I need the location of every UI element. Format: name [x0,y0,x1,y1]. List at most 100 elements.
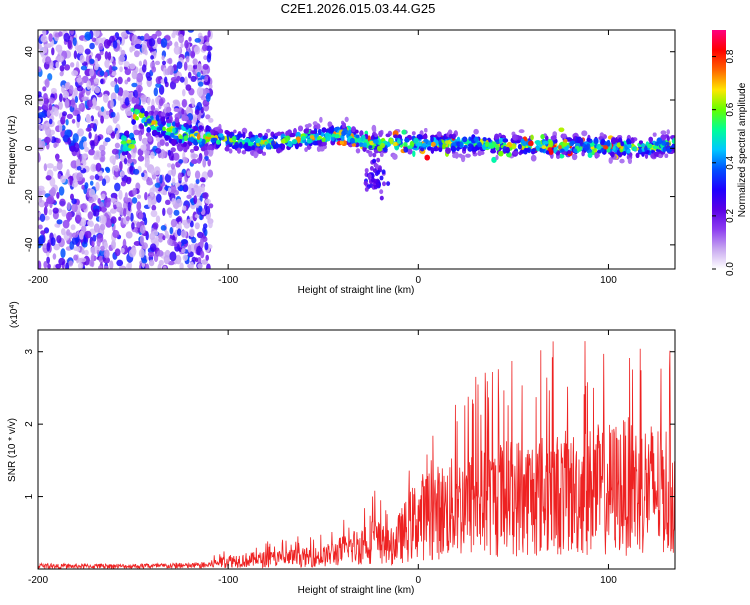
heatmap-cell [166,42,170,50]
heatmap-cell [374,133,378,138]
heatmap-cell [330,135,335,142]
heatmap-cell [59,65,65,72]
heatmap-cell [49,177,56,187]
heatmap-cell [378,130,383,138]
heatmap-cell [100,245,105,252]
heatmap-cell [128,144,135,149]
heatmap-cell [58,186,65,196]
heatmap-cell [125,176,132,185]
heatmap-cell [150,115,154,120]
heatmap-cell [89,175,95,181]
heatmap-cell [194,109,200,115]
spectrogram-y-tick-label: -40 [24,237,35,252]
heatmap-cell [114,142,120,149]
heatmap-cell [106,126,113,134]
heatmap-cell [201,185,205,193]
heatmap-cell [158,237,163,243]
heatmap-cell [183,141,187,147]
heatmap-cell [169,227,174,235]
heatmap-cell [197,63,202,73]
heatmap-cell [47,73,53,81]
heatmap-cell [147,198,152,208]
spectrogram-x-label: Height of straight line (km) [298,285,415,296]
spectrogram-y-tick-label: 0 [24,145,35,151]
heatmap-cell [191,236,197,244]
heatmap-cell [173,135,179,140]
spectrogram-x-tick-label: 100 [600,275,617,286]
heatmap-cell [81,249,85,255]
heatmap-cell [99,70,105,77]
heatmap-cell [70,193,74,201]
heatmap-cell [648,136,653,143]
heatmap-cell [185,124,189,130]
heatmap-cell [112,60,116,67]
heatmap-cell [150,210,158,218]
heatmap-cell [145,263,150,269]
heatmap-cell [298,125,303,132]
heatmap-cell [206,133,212,138]
heatmap-cell [101,215,107,225]
heatmap-cell [93,64,99,71]
heatmap-cell [153,87,158,97]
heatmap-cell [153,253,159,262]
heatmap-cell [423,133,428,139]
heatmap-cell [362,142,368,148]
heatmap-cell [303,128,309,134]
heatmap-cell [135,98,140,105]
heatmap-cell [407,148,413,155]
heatmap-cell [363,180,368,186]
heatmap-cell [379,175,384,181]
heatmap-cell [116,130,120,141]
heatmap-cell [120,140,127,145]
heatmap-cell [512,134,517,141]
heatmap-cell [170,163,176,170]
heatmap-cell [135,182,141,191]
heatmap-cell [110,92,117,102]
heatmap-cell [200,131,204,140]
heatmap-cell [473,136,479,142]
heatmap-cell [401,129,407,135]
heatmap-cell [141,172,145,178]
heatmap-cell [53,243,60,251]
heatmap-cell [172,152,180,161]
heatmap-cell [61,209,67,217]
heatmap-cell [107,51,112,61]
heatmap-cell [317,140,323,145]
heatmap-cell [626,139,631,144]
heatmap-cell [132,187,137,196]
heatmap-cell [620,141,625,147]
heatmap-cell [430,141,436,147]
heatmap-cell [123,61,130,68]
heatmap-cell [329,126,335,133]
heatmap-cell [356,137,362,144]
heatmap-cell [130,212,134,222]
heatmap-cell [201,259,208,265]
heatmap-cell [79,257,87,263]
heatmap-cell [124,130,130,135]
heatmap-cell [110,216,117,224]
heatmap-cell [131,82,138,88]
heatmap-cell [98,265,103,269]
heatmap-cell [162,126,166,131]
heatmap-cell [155,30,162,37]
heatmap-cell [46,242,51,252]
heatmap-cell [63,90,69,99]
heatmap-cell [364,187,369,192]
heatmap-cell [179,185,184,192]
heatmap-cell [72,133,79,143]
heatmap-cell [351,143,357,147]
heatmap-cell [134,50,140,58]
snr-line [38,341,675,569]
heatmap-cell [662,146,666,153]
heatmap-cell [248,141,254,147]
heatmap-cell [198,205,203,213]
heatmap-cell [50,237,56,247]
heatmap-cell [114,248,121,257]
heatmap-cell [155,83,162,88]
heatmap-cell [65,211,73,221]
heatmap-cell [138,212,144,220]
heatmap-cell [78,104,83,111]
heatmap-cell [88,197,94,204]
heatmap-cell [126,139,132,144]
heatmap-cell [86,99,94,108]
